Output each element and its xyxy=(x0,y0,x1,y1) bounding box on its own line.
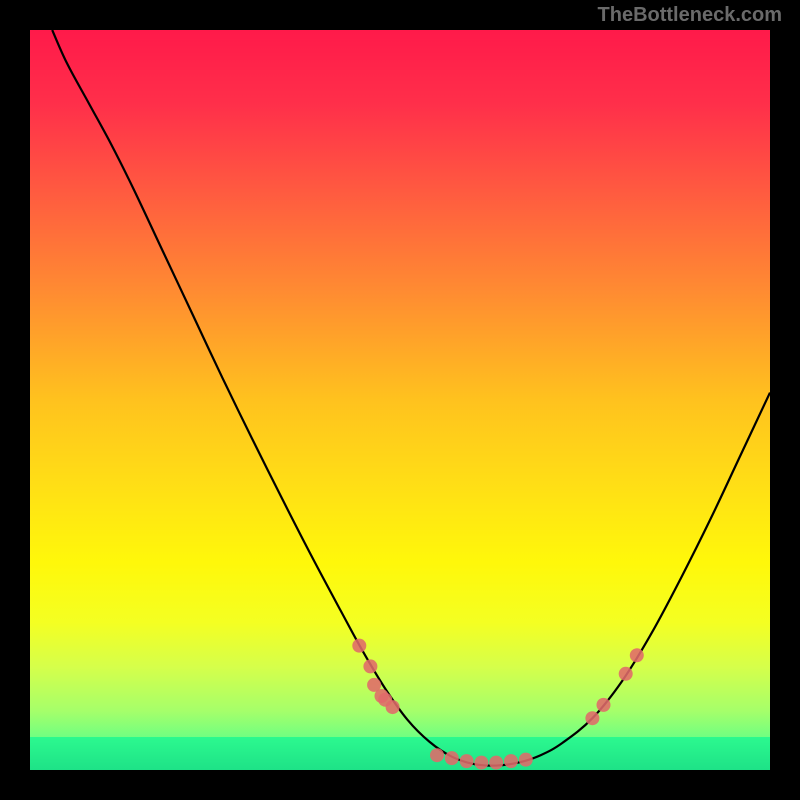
watermark-text: TheBottleneck.com xyxy=(598,4,782,27)
scatter-dot xyxy=(430,748,444,762)
scatter-dot xyxy=(597,698,611,712)
scatter-dot xyxy=(489,756,503,770)
scatter-dot xyxy=(363,659,377,673)
scatter-dot xyxy=(352,639,366,653)
scatter-dot xyxy=(474,756,488,770)
chart-plot-area xyxy=(30,30,770,770)
scatter-dot xyxy=(460,754,474,768)
scatter-dot xyxy=(504,754,518,768)
scatter-dot xyxy=(519,753,533,767)
scatter-dot xyxy=(619,667,633,681)
chart-curve xyxy=(52,30,770,766)
scatter-dot xyxy=(630,648,644,662)
scatter-dot xyxy=(386,700,400,714)
scatter-dot xyxy=(445,751,459,765)
scatter-dot xyxy=(585,711,599,725)
chart-svg-layer xyxy=(30,30,770,770)
